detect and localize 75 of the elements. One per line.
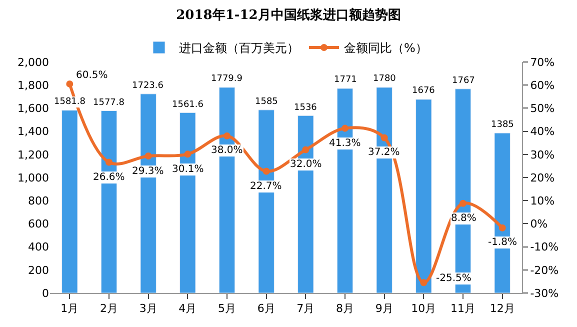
data-label: 1577.8	[93, 98, 125, 108]
x-tick-label: 2月	[100, 302, 118, 316]
x-tick-label: 12月	[490, 302, 515, 316]
x-tick-label: 4月	[178, 302, 197, 316]
point	[144, 152, 152, 160]
point	[184, 150, 192, 158]
point	[380, 134, 388, 142]
data-label: 22.7%	[250, 181, 282, 192]
chart-title: 2018年1-12月中国纸浆进口额趋势图	[176, 6, 401, 23]
x-tick-label: 5月	[218, 302, 236, 316]
y2-tick-label: 10%	[530, 194, 555, 208]
point	[498, 224, 506, 232]
data-label: 41.3%	[329, 138, 361, 149]
x-tick-label: 1月	[60, 302, 79, 316]
point	[302, 146, 310, 154]
x-tick-label: 6月	[257, 302, 276, 316]
point	[224, 132, 230, 140]
y2-tick-label: 0%	[530, 218, 548, 231]
y2-tick-label: 50%	[530, 102, 555, 116]
y-tick-label: 400	[28, 240, 49, 254]
data-label: 1585	[255, 97, 278, 107]
y2-tick-label: 30%	[530, 148, 555, 162]
y-tick-label: 0	[42, 286, 49, 300]
data-label: 1536	[294, 103, 318, 113]
data-label: 32.0%	[290, 159, 322, 170]
y-tick-label: 200	[28, 264, 49, 277]
y2-tick-label: -30%	[530, 286, 559, 300]
y2-tick-label: -10%	[530, 240, 559, 254]
y-tick-label: 1,400	[18, 125, 49, 138]
data-label: 1561.6	[172, 100, 204, 110]
y-tick-label: 1,200	[18, 148, 49, 162]
bar	[416, 99, 432, 293]
data-label: 60.5%	[76, 70, 108, 81]
data-label: 26.6%	[93, 172, 125, 183]
y2-tick-label: 40%	[530, 125, 555, 138]
data-label: 1767	[452, 76, 475, 86]
y2-tick-label: -20%	[530, 264, 559, 277]
y-tick-label: 1,600	[18, 102, 49, 116]
y-tick-label: 2,000	[18, 56, 49, 69]
data-label: 37.2%	[368, 147, 400, 158]
point	[262, 168, 270, 175]
y-tick-label: 600	[28, 218, 49, 231]
legend-label: 进口金额（百万美元）	[179, 41, 299, 56]
y2-tick-label: 70%	[530, 56, 555, 69]
data-label: 30.1%	[172, 164, 204, 175]
data-label: 29.3%	[132, 166, 164, 177]
y2-tick-label: 20%	[530, 171, 555, 184]
x-tick-label: 11月	[450, 302, 476, 316]
data-label: -1.8%	[488, 237, 518, 248]
y2-tick-label: 60%	[530, 78, 555, 92]
data-label: -25.5%	[436, 273, 472, 284]
point	[420, 279, 428, 286]
point	[106, 158, 112, 166]
data-label: 1581.8	[54, 97, 86, 107]
legend-label: 金额同比（%）	[344, 41, 428, 56]
data-label: 38.0%	[211, 145, 243, 156]
x-tick-label: 9月	[375, 302, 394, 316]
data-label: 1779.9	[211, 74, 243, 84]
data-label: 8.8%	[451, 213, 476, 224]
x-tick-label: 3月	[139, 302, 158, 316]
y-tick-label: 1,000	[18, 171, 49, 184]
x-tick-label: 8月	[336, 302, 354, 316]
bar	[62, 110, 78, 293]
data-label: 1385	[491, 120, 514, 130]
y-tick-label: 800	[28, 194, 49, 208]
data-label: 1771	[334, 75, 357, 85]
data-label: 1780	[373, 74, 396, 84]
data-label: 1723.6	[132, 81, 164, 91]
data-label: 1676	[412, 86, 436, 96]
point	[66, 80, 74, 88]
point	[460, 200, 466, 207]
x-tick-label: 10月	[411, 302, 436, 316]
y-tick-label: 1,800	[18, 78, 49, 92]
point	[342, 124, 348, 132]
x-tick-label: 7月	[296, 302, 315, 316]
